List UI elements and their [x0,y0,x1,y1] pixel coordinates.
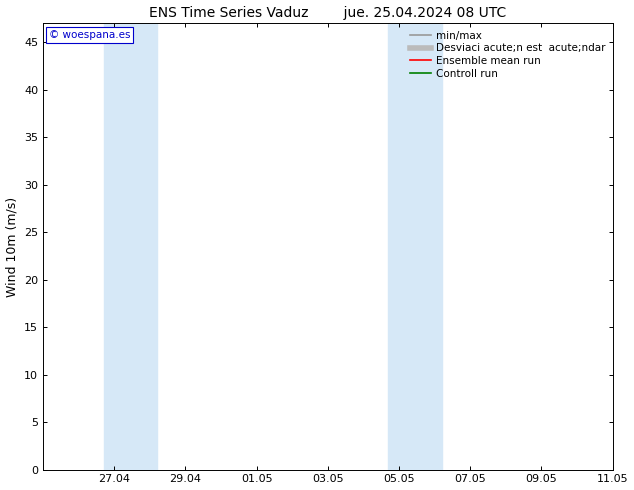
Bar [389,24,442,469]
Title: ENS Time Series Vaduz        jue. 25.04.2024 08 UTC: ENS Time Series Vaduz jue. 25.04.2024 08… [149,5,507,20]
Legend: min/max, Desviaci acute;n est  acute;ndar, Ensemble mean run, Controll run: min/max, Desviaci acute;n est acute;ndar… [408,29,607,81]
Y-axis label: Wind 10m (m/s): Wind 10m (m/s) [6,196,18,296]
Bar [103,24,157,469]
Text: © woespana.es: © woespana.es [49,30,131,40]
